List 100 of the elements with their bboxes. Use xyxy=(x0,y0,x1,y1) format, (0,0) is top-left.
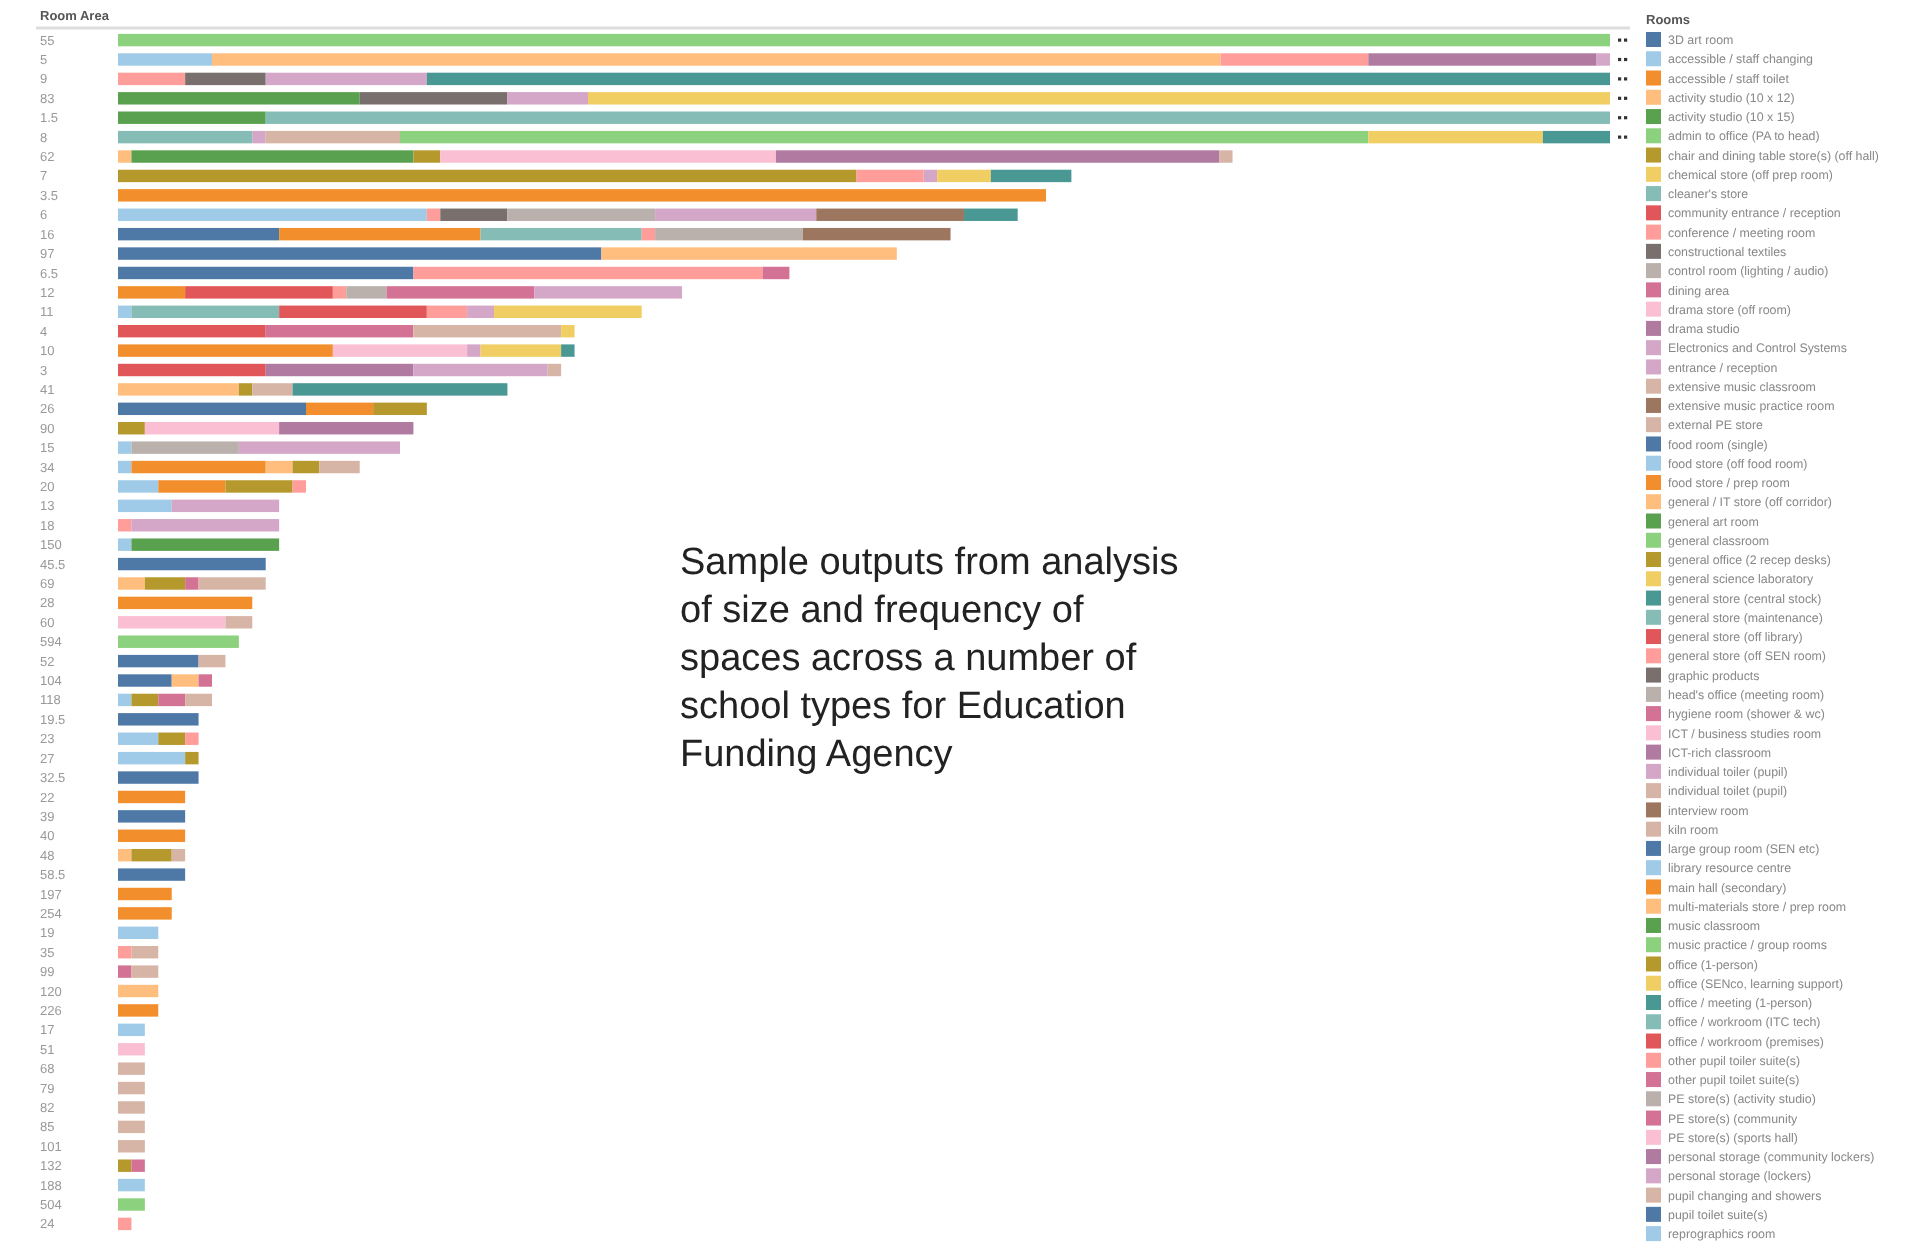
bar xyxy=(118,72,186,86)
bar xyxy=(144,577,186,590)
bar xyxy=(118,460,132,474)
bar xyxy=(198,654,226,668)
bar xyxy=(238,383,253,396)
bar xyxy=(561,344,575,357)
bar xyxy=(440,208,508,221)
bar xyxy=(252,130,266,144)
bar xyxy=(118,926,159,940)
bar xyxy=(292,460,320,474)
bar xyxy=(131,305,280,318)
bar xyxy=(118,1043,145,1056)
bar xyxy=(118,227,280,241)
bar xyxy=(413,266,763,280)
bar xyxy=(413,324,562,338)
bar xyxy=(265,130,400,144)
bar xyxy=(118,790,186,804)
bar xyxy=(131,519,280,532)
bar xyxy=(118,577,145,590)
bar xyxy=(1542,130,1610,144)
bar xyxy=(937,169,991,183)
bar xyxy=(171,499,280,513)
bar xyxy=(198,674,212,687)
bar xyxy=(118,557,266,571)
bar xyxy=(118,732,159,745)
bar xyxy=(158,693,186,707)
bar xyxy=(118,907,172,920)
bar xyxy=(587,92,1610,105)
bar xyxy=(265,460,293,474)
bar xyxy=(131,150,414,163)
bar xyxy=(480,344,562,357)
bar xyxy=(118,247,602,260)
bar xyxy=(265,363,414,377)
bar xyxy=(158,732,186,745)
bar xyxy=(118,635,239,648)
bar xyxy=(144,422,280,435)
bar xyxy=(426,72,1610,86)
bar xyxy=(171,674,199,687)
bar xyxy=(118,1101,145,1114)
bar xyxy=(265,324,414,338)
bar xyxy=(118,1159,132,1172)
bar xyxy=(131,460,266,474)
bar xyxy=(359,92,508,105)
bar xyxy=(118,965,132,978)
bar xyxy=(507,92,588,105)
bar xyxy=(118,383,239,396)
bar xyxy=(118,1198,145,1211)
bar xyxy=(990,169,1072,183)
bar xyxy=(118,1081,145,1095)
bar xyxy=(426,208,441,221)
bar xyxy=(131,538,280,551)
bar xyxy=(332,286,347,299)
bar xyxy=(212,53,1221,66)
bar xyxy=(131,848,172,862)
bar xyxy=(118,305,132,318)
bar xyxy=(816,208,964,221)
bar xyxy=(118,596,253,610)
bar xyxy=(131,1159,145,1172)
bar xyxy=(279,422,414,435)
bar xyxy=(238,441,400,454)
bar xyxy=(118,111,266,124)
bar xyxy=(118,848,132,862)
bar xyxy=(641,227,656,241)
bar xyxy=(118,984,159,998)
bar xyxy=(923,169,938,183)
bar xyxy=(426,305,468,318)
bar xyxy=(655,208,817,221)
bar xyxy=(118,1178,145,1192)
bar xyxy=(265,111,1610,124)
bar xyxy=(1219,150,1233,163)
bar xyxy=(118,538,132,551)
bar xyxy=(118,519,132,532)
bar xyxy=(118,324,266,338)
bar xyxy=(319,460,360,474)
bar xyxy=(131,693,159,707)
bar xyxy=(655,227,803,241)
bar xyxy=(225,480,293,493)
bar xyxy=(118,33,1610,47)
annotation: Sample outputs from analysis of size and frequency of spaces across a number of school types for Education Funding Agency xyxy=(680,542,1179,776)
bar xyxy=(802,227,951,241)
bar xyxy=(534,286,682,299)
bar xyxy=(118,1140,145,1153)
bar xyxy=(118,169,857,183)
bar xyxy=(118,674,172,687)
bar xyxy=(1220,53,1369,66)
bar xyxy=(118,771,199,784)
bar xyxy=(118,53,212,66)
bar xyxy=(413,363,548,377)
bar xyxy=(118,1004,159,1017)
bar xyxy=(118,441,132,454)
bar xyxy=(762,266,790,280)
bar xyxy=(386,286,535,299)
bar xyxy=(118,92,360,105)
bar xyxy=(118,1120,145,1134)
bar xyxy=(118,363,266,377)
bar xyxy=(118,150,132,163)
bar xyxy=(185,693,212,707)
bar xyxy=(118,402,306,416)
bar xyxy=(507,208,656,221)
bar xyxy=(373,402,427,416)
